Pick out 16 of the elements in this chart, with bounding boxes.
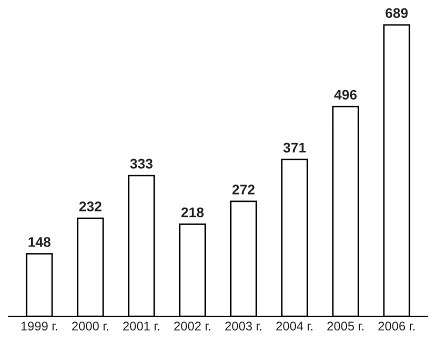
data-label: 148	[28, 237, 51, 247]
x-tick-label: 2002 г.	[174, 322, 210, 331]
x-tick-label: 2001 г.	[123, 322, 160, 331]
data-label: 218	[181, 207, 204, 218]
data-label: 272	[232, 184, 255, 194]
x-tick-label: 2005 г.	[327, 322, 364, 331]
x-tick-label: 2006 г.	[378, 322, 414, 331]
data-label: 496	[334, 90, 357, 100]
data-label: 371	[283, 142, 306, 153]
x-tick-label: 2003 г.	[225, 322, 262, 331]
data-label: 689	[386, 8, 408, 18]
data-label: 232	[79, 202, 102, 212]
data-label: 333	[130, 158, 153, 169]
x-tick-label: 1999 г.	[21, 322, 58, 331]
x-tick-label: 2004 г.	[276, 322, 312, 331]
x-tick-label: 2000 г.	[72, 322, 108, 331]
